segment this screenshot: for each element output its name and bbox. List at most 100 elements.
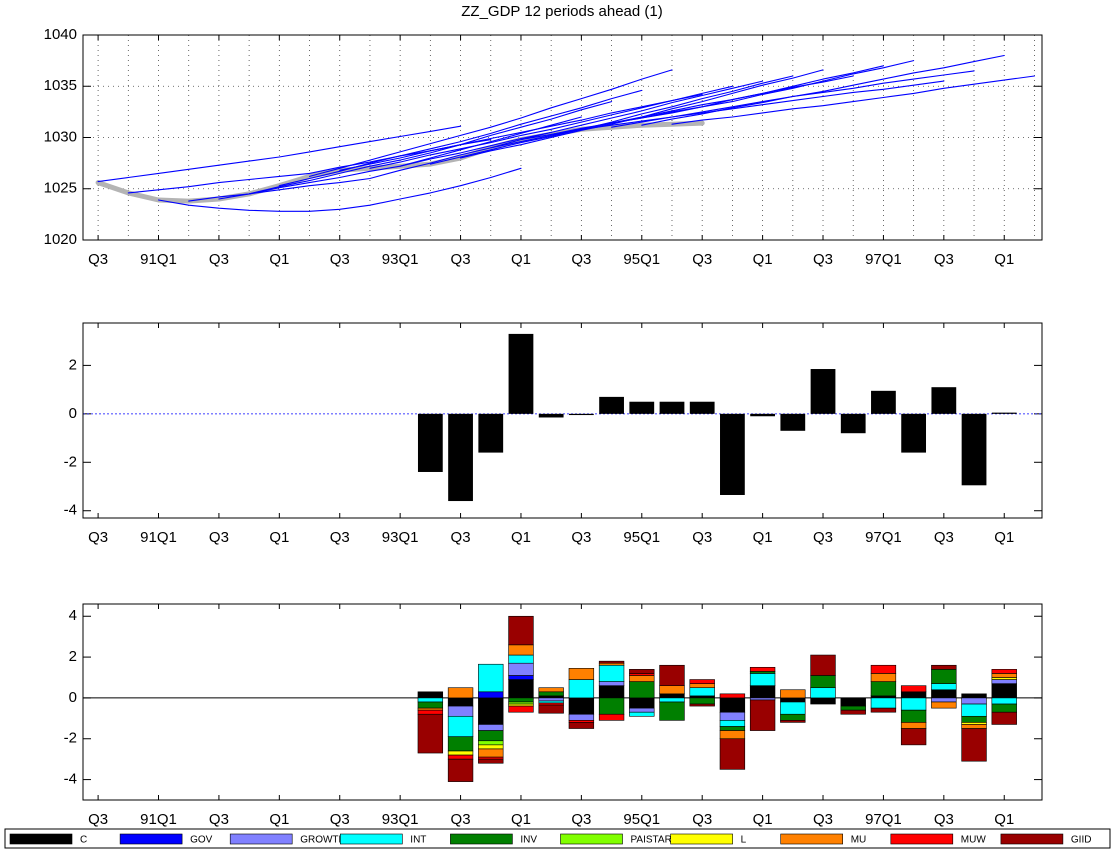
bar <box>689 401 715 414</box>
bar-segment <box>749 673 776 686</box>
bar <box>448 413 473 502</box>
legend-label: GIID <box>1071 835 1092 846</box>
bar-segment <box>568 713 595 721</box>
x-tick-label: Q3 <box>692 251 712 268</box>
bar <box>750 413 775 417</box>
bar <box>478 413 504 453</box>
bar-segment <box>417 691 444 699</box>
forecast-line <box>671 75 1035 125</box>
x-tick-label: 91Q1 <box>140 251 177 268</box>
bar-segment <box>749 699 776 731</box>
bar-segment <box>719 697 746 713</box>
bar-segment <box>900 697 927 711</box>
axes-frame <box>82 322 1043 519</box>
bar-segment <box>478 697 504 725</box>
bar-segment <box>810 675 836 689</box>
bar <box>568 413 594 416</box>
bar-segment <box>900 722 927 729</box>
x-tick-label: Q3 <box>209 529 229 546</box>
x-tick-label: Q3 <box>934 529 954 546</box>
bar-segment <box>931 697 957 703</box>
bar-segment <box>961 724 987 729</box>
x-tick-label: Q3 <box>571 811 591 828</box>
forecast-line <box>278 89 643 187</box>
x-tick-label: Q1 <box>511 251 531 268</box>
bar-segment <box>991 697 1017 705</box>
bar-segment <box>961 722 987 725</box>
bar-segment <box>508 703 534 707</box>
forecast-line <box>399 80 764 167</box>
x-tick-label: Q1 <box>269 811 289 828</box>
x-tick-label: Q3 <box>813 251 833 268</box>
forecast-line <box>580 80 945 130</box>
x-tick-label: 91Q1 <box>140 811 177 828</box>
bar-segment <box>538 704 564 714</box>
bar-segment <box>568 679 595 699</box>
bar-segment <box>447 736 474 752</box>
bar <box>508 333 534 414</box>
y-tick-label: 1030 <box>44 128 77 145</box>
x-tick-label: 95Q1 <box>623 811 660 828</box>
bar-segment <box>508 662 534 676</box>
bar-segment <box>961 715 987 723</box>
bar-segment <box>538 687 564 693</box>
x-tick-label: Q1 <box>753 811 773 828</box>
bar-segment <box>870 695 897 699</box>
bar-segment <box>961 728 987 762</box>
bar-segment <box>629 711 655 717</box>
bar <box>901 413 927 453</box>
legend-swatch <box>780 833 844 845</box>
bar-segment <box>991 677 1017 680</box>
x-tick-label: Q3 <box>934 811 954 828</box>
bar-segment <box>538 697 564 702</box>
bar-segment <box>447 715 474 738</box>
x-tick-label: Q3 <box>451 811 471 828</box>
bar-segment <box>538 695 564 699</box>
legend-swatch <box>229 833 293 845</box>
bar-segment <box>598 681 625 686</box>
x-tick-label: Q3 <box>571 529 591 546</box>
bar-segment <box>870 664 897 674</box>
bar-segment <box>478 663 504 693</box>
bar-segment <box>478 730 504 742</box>
y-tick-label: 2 <box>69 648 77 665</box>
y-tick-label: -2 <box>64 730 77 747</box>
bar-segment <box>870 681 897 697</box>
x-tick-label: Q1 <box>511 811 531 828</box>
bar-segment <box>508 644 534 656</box>
bar-segment <box>931 689 957 699</box>
x-tick-label: 93Q1 <box>382 811 419 828</box>
x-tick-label: Q3 <box>88 529 108 546</box>
bar-segment <box>568 668 595 680</box>
bar-segment <box>870 707 897 713</box>
bar-segment <box>991 679 1017 684</box>
bar-segment <box>629 697 655 709</box>
x-tick-label: Q1 <box>753 251 773 268</box>
forecast-line <box>490 75 854 149</box>
bar-segment <box>629 681 655 699</box>
chart-title: ZZ_GDP 12 periods ahead (1) <box>461 3 663 20</box>
bar-segment <box>538 702 564 706</box>
bar <box>961 413 987 486</box>
bar-segment <box>961 697 987 705</box>
x-tick-label: Q3 <box>209 251 229 268</box>
x-tick-label: Q3 <box>88 811 108 828</box>
y-tick-label: 1025 <box>44 180 77 197</box>
bar-segment <box>689 695 715 699</box>
x-tick-label: 97Q1 <box>865 251 902 268</box>
legend-label: L <box>741 835 747 846</box>
legend-label: GOV <box>190 835 213 846</box>
x-tick-label: Q1 <box>753 529 773 546</box>
bar-segment <box>629 675 655 682</box>
y-tick-label: 1040 <box>44 26 77 43</box>
plot-area <box>83 323 1042 518</box>
bar-segment <box>447 754 474 760</box>
bar-segment <box>900 709 927 723</box>
bar <box>840 413 866 434</box>
y-tick-label: 2 <box>69 356 77 373</box>
bar <box>780 413 806 431</box>
bar-segment <box>538 691 564 697</box>
bar-segment <box>749 666 776 672</box>
bar-segment <box>447 705 474 717</box>
legend-swatch <box>890 833 954 845</box>
